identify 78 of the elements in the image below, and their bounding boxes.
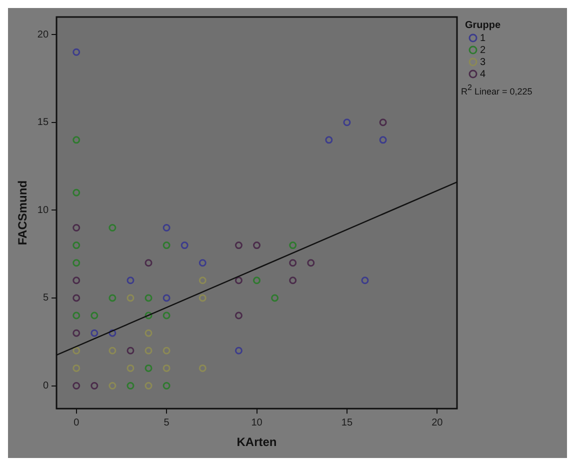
y-tick-label: 20 [37, 29, 49, 40]
y-tick-label: 10 [37, 204, 49, 216]
point [198, 276, 206, 284]
legend-title: Gruppe [465, 20, 501, 31]
point [108, 224, 116, 232]
legend-label: 3 [480, 56, 486, 68]
point [361, 276, 369, 284]
point [72, 364, 80, 372]
point [289, 276, 297, 284]
point [289, 259, 297, 267]
x-tick-label: 10 [251, 417, 263, 428]
point [162, 364, 170, 372]
point [144, 346, 152, 354]
point [144, 382, 152, 390]
point [253, 276, 261, 284]
y-axis-title: FACSmund [16, 180, 30, 246]
y-tick-label: 15 [37, 117, 49, 128]
point [162, 312, 170, 320]
point [72, 188, 80, 196]
point [162, 294, 170, 302]
point [126, 276, 134, 284]
point [72, 329, 80, 337]
point [198, 364, 206, 372]
point [162, 224, 170, 232]
x-tick-label: 5 [164, 417, 170, 428]
point [108, 294, 116, 302]
point [72, 294, 80, 302]
x-axis-title: KArten [236, 435, 277, 450]
x-tick-label: 15 [341, 417, 353, 428]
point [72, 259, 80, 267]
point [307, 259, 315, 267]
y-tick-label: 5 [42, 292, 49, 304]
point [343, 118, 351, 126]
legend-label: 1 [480, 32, 486, 44]
point [72, 382, 80, 390]
point [198, 294, 206, 302]
point [72, 276, 80, 284]
point [144, 364, 152, 372]
point [325, 136, 333, 144]
point [144, 294, 152, 302]
point [72, 48, 80, 56]
point [72, 136, 80, 144]
point [162, 242, 170, 250]
point [144, 312, 152, 320]
point [234, 346, 242, 354]
point [72, 346, 80, 354]
point [108, 329, 116, 337]
x-tick-label: 20 [432, 417, 444, 428]
point [108, 346, 116, 354]
point [253, 242, 261, 250]
y-tick-label: 0 [42, 380, 49, 392]
point [234, 312, 242, 320]
point [126, 294, 134, 302]
point [234, 242, 242, 250]
point [126, 382, 134, 390]
point [162, 382, 170, 390]
point [162, 346, 170, 354]
point [180, 242, 188, 250]
legend-label: 4 [480, 68, 486, 80]
point [234, 276, 242, 284]
point [144, 329, 152, 337]
point [379, 136, 387, 144]
point [198, 259, 206, 267]
point [90, 382, 98, 390]
point [72, 224, 80, 232]
point [108, 382, 116, 390]
legend-label: 2 [480, 44, 486, 56]
point [379, 118, 387, 126]
point [126, 364, 134, 372]
point [72, 242, 80, 250]
point [271, 294, 279, 302]
point [144, 259, 152, 267]
point [90, 312, 98, 320]
point [126, 346, 134, 354]
x-tick-label: 0 [74, 417, 80, 428]
point [90, 329, 98, 337]
point [289, 242, 297, 250]
point [72, 312, 80, 320]
